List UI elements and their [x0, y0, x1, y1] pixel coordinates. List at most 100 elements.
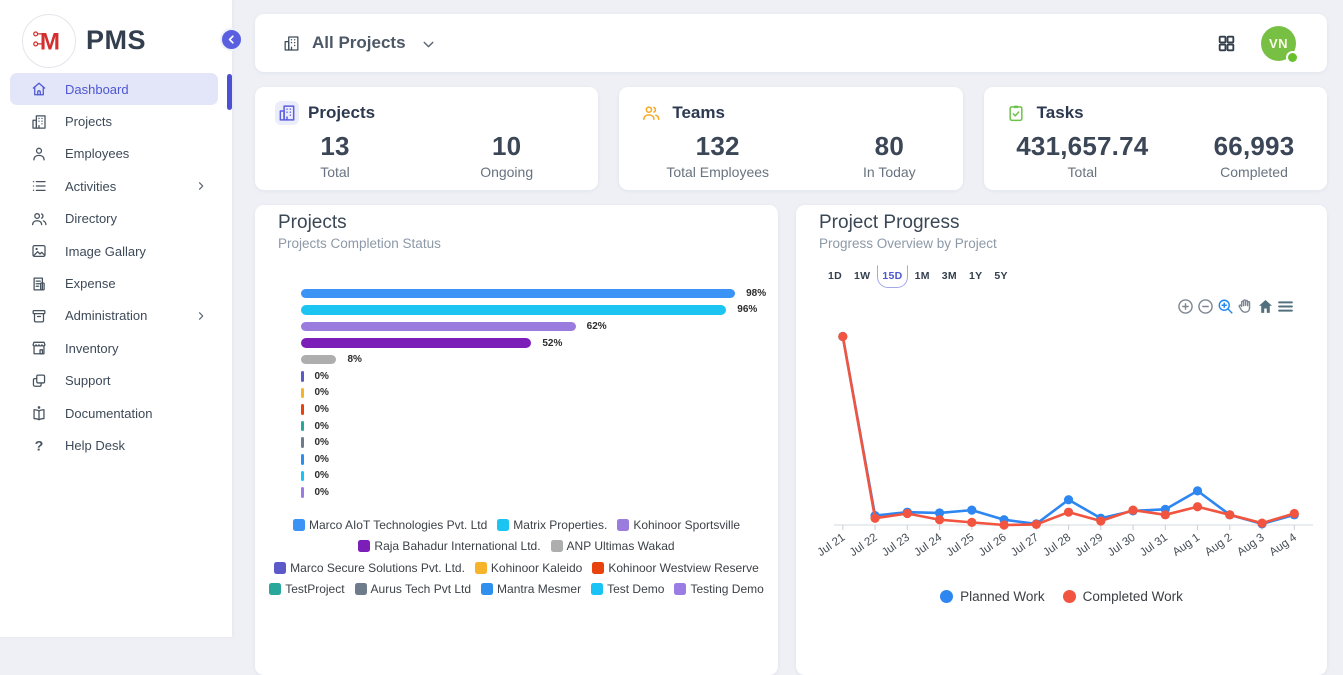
- building-icon-shape: [284, 40, 290, 51]
- sidebar-collapse-button[interactable]: [220, 28, 243, 51]
- sidebar-item-inventory[interactable]: Inventory: [10, 332, 218, 364]
- bar-row-kohinoor-kaleido[interactable]: 0%: [301, 385, 329, 402]
- bar-row-aurus-tech-pvt-ltd[interactable]: 0%: [301, 434, 329, 451]
- legend-label: Completed Work: [1082, 589, 1183, 604]
- bar-row-testproject[interactable]: 0%: [301, 418, 329, 435]
- chevron-right-icon: [194, 309, 208, 323]
- sidebar-item-label: Help Desk: [65, 437, 125, 453]
- storefront-icon: [32, 341, 46, 355]
- legend-label: Aurus Tech Pvt Ltd: [370, 582, 472, 597]
- legend-item-matrix-properties[interactable]: Matrix Properties.: [497, 518, 607, 532]
- legend-item-testproject[interactable]: TestProject: [269, 582, 345, 597]
- bar-value-label: 98%: [746, 287, 767, 299]
- apps-grid-icon[interactable]: [1216, 33, 1237, 54]
- legend-item-marco-aiot-technologies-pvt-ltd[interactable]: Marco AIoT Technologies Pvt. Ltd: [292, 518, 487, 532]
- completed-work-point-aug-1: [1192, 502, 1203, 512]
- range-button-15d[interactable]: 15D: [877, 265, 908, 288]
- range-button-1d[interactable]: 1D: [828, 270, 843, 282]
- list-icon: [32, 181, 46, 192]
- bar-row-kohinoor-westview-reserve[interactable]: 0%: [301, 401, 329, 418]
- pan-icon[interactable]: [1236, 297, 1255, 316]
- building-icon-shape: [288, 35, 299, 51]
- sidebar-item-projects[interactable]: Projects: [10, 105, 218, 137]
- stat-label: Total: [1067, 164, 1098, 180]
- legend-item-completed-work[interactable]: Completed Work: [1062, 589, 1183, 604]
- stat-ongoing: 10 Ongoing: [480, 131, 533, 180]
- legend-item-aurus-tech-pvt-ltd[interactable]: Aurus Tech Pvt Ltd: [354, 582, 472, 597]
- svg-text:M: M: [40, 28, 60, 55]
- sidebar-item-employees[interactable]: Employees: [10, 138, 218, 170]
- receipt-icon-shape: [40, 281, 45, 291]
- bar-row-testing-demo[interactable]: 0%: [301, 484, 329, 501]
- sidebar-item-help-desk[interactable]: ? Help Desk: [10, 429, 218, 461]
- range-button-1m[interactable]: 1M: [914, 270, 930, 282]
- legend-label: TestProject: [285, 582, 345, 597]
- legend-item-planned-work[interactable]: Planned Work: [940, 589, 1045, 604]
- bar-row-marco-aiot-technologies-pvt-ltd[interactable]: 98%: [301, 285, 766, 302]
- bar-row-raja-bahadur-international-ltd[interactable]: 52%: [301, 335, 562, 352]
- building-icon-shape: [290, 41, 293, 43]
- range-button-3m[interactable]: 3M: [941, 270, 957, 282]
- building-icon-shape: [290, 38, 293, 40]
- bar-row-kohinoor-sportsville[interactable]: 62%: [301, 318, 607, 335]
- sidebar-item-administration[interactable]: Administration: [10, 300, 218, 332]
- bar-row-matrix-properties[interactable]: 96%: [301, 302, 757, 319]
- team-icon: [643, 106, 660, 120]
- copy-icon: [30, 372, 48, 390]
- online-status-dot: [1286, 50, 1299, 64]
- bar-row-anp-ultimas-wakad[interactable]: 8%: [301, 351, 362, 368]
- bar-row-mantra-mesmer[interactable]: 0%: [301, 451, 329, 468]
- legend-item-marco-secure-solutions-pvt-ltd[interactable]: Marco Secure Solutions Pvt. Ltd.: [274, 561, 465, 575]
- sidebar-item-label: Projects: [65, 114, 112, 130]
- legend-item-anp-ultimas-wakad[interactable]: ANP Ultimas Wakad: [550, 539, 675, 553]
- bar-value-label: 0%: [314, 470, 329, 482]
- bar-row-marco-secure-solutions-pvt-ltd[interactable]: 0%: [301, 368, 329, 385]
- legend-item-kohinoor-kaleido[interactable]: Kohinoor Kaleido: [474, 561, 582, 575]
- sidebar-item-support[interactable]: Support: [10, 365, 218, 397]
- x-tick-label: Jul 22: [848, 532, 880, 559]
- sidebar-item-activities[interactable]: Activities: [10, 170, 218, 202]
- sidebar-item-expense[interactable]: Expense: [10, 267, 218, 299]
- x-tick-label: Jul 27: [1009, 532, 1041, 559]
- building-icon: [275, 101, 299, 125]
- menu-icon[interactable]: [1276, 297, 1295, 316]
- building-icon-shape: [38, 120, 40, 122]
- chevron-left-icon: [228, 35, 234, 44]
- legend-swatch: [674, 583, 687, 596]
- legend-item-mantra-mesmer[interactable]: Mantra Mesmer: [481, 582, 581, 596]
- completed-work-point-jul-24: [934, 515, 945, 525]
- sidebar-item-documentation[interactable]: Documentation: [10, 397, 218, 429]
- legend-item-test-demo[interactable]: Test Demo: [591, 582, 664, 596]
- clipboard-check-icon-shape: [1013, 105, 1018, 109]
- sidebar-item-dashboard[interactable]: Dashboard: [10, 73, 218, 106]
- user-avatar[interactable]: VN: [1261, 25, 1299, 64]
- range-button-5y[interactable]: 5Y: [994, 270, 1008, 282]
- zoom-select-icon[interactable]: [1216, 297, 1235, 316]
- sidebar-item-image-gallary[interactable]: Image Gallary: [10, 235, 218, 267]
- sidebar: M PMS Dashboard Projects Employees Activiti…: [0, 0, 243, 637]
- zoom-out-icon[interactable]: [1196, 297, 1215, 316]
- bar-row-test-demo[interactable]: 0%: [301, 468, 329, 485]
- chevron-down-icon: [423, 41, 434, 47]
- sidebar-item-directory[interactable]: Directory: [10, 203, 218, 235]
- bar-value-label: 0%: [314, 370, 329, 382]
- range-button-1y[interactable]: 1Y: [968, 270, 983, 282]
- reset-axes-home-icon[interactable]: [1256, 297, 1275, 316]
- zoom-in-icon[interactable]: [1176, 297, 1195, 316]
- question-icon-shape: ?: [35, 439, 44, 455]
- copy-icon-shape: [32, 377, 42, 387]
- completed-work-point-jul-28: [1063, 507, 1074, 517]
- completion-bar: [301, 420, 304, 432]
- x-tick-label: Aug 1: [1171, 532, 1203, 559]
- home-icon: [32, 82, 46, 96]
- building-icon: [284, 35, 299, 51]
- legend-item-testing-demo[interactable]: Testing Demo: [674, 582, 764, 596]
- project-filter-dropdown[interactable]: All Projects: [282, 33, 437, 53]
- legend-item-kohinoor-sportsville[interactable]: Kohinoor Sportsville: [617, 518, 740, 532]
- legend-item-kohinoor-westview-reserve[interactable]: Kohinoor Westview Reserve: [592, 561, 759, 575]
- legend-item-raja-bahadur-international-ltd[interactable]: Raja Bahadur International Ltd.: [358, 539, 541, 553]
- person-icon-shape: [35, 147, 43, 154]
- building-icon-shape: [289, 114, 292, 116]
- chart-modebar: [1176, 297, 1295, 316]
- range-button-1w[interactable]: 1W: [854, 270, 871, 282]
